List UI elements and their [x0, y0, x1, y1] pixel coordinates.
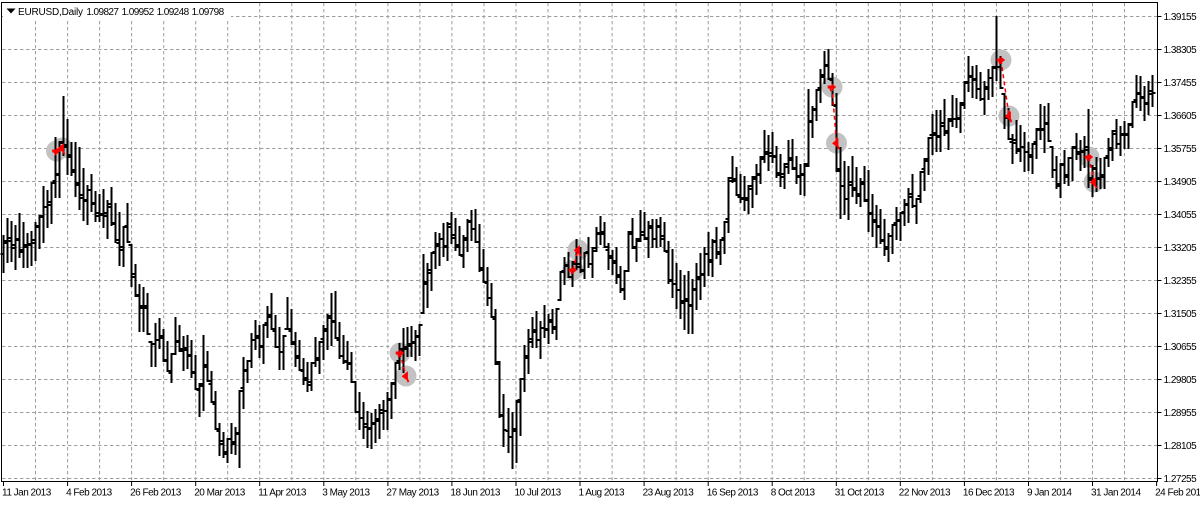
svg-text:23 Aug 2013: 23 Aug 2013 — [643, 488, 695, 499]
svg-text:1 Aug 2013: 1 Aug 2013 — [579, 488, 626, 499]
svg-text:22 Nov 2013: 22 Nov 2013 — [899, 488, 951, 499]
svg-text:1.09952: 1.09952 — [122, 7, 155, 18]
svg-text:9 Jan 2014: 9 Jan 2014 — [1027, 488, 1072, 499]
svg-text:1.28105: 1.28105 — [1164, 441, 1198, 452]
svg-text:1.28955: 1.28955 — [1164, 408, 1198, 419]
svg-text:1.35755: 1.35755 — [1164, 144, 1198, 155]
svg-text:1.27255: 1.27255 — [1164, 474, 1198, 485]
svg-text:1.09827: 1.09827 — [86, 7, 119, 18]
svg-text:1.36605: 1.36605 — [1164, 111, 1198, 122]
svg-text:1.34055: 1.34055 — [1164, 210, 1198, 221]
svg-text:3 May 2013: 3 May 2013 — [322, 488, 370, 499]
svg-text:EURUSD,Daily: EURUSD,Daily — [18, 7, 83, 18]
svg-text:20 Mar 2013: 20 Mar 2013 — [194, 488, 246, 499]
svg-text:10 Jul 2013: 10 Jul 2013 — [515, 488, 562, 499]
svg-text:11 Apr 2013: 11 Apr 2013 — [258, 488, 307, 499]
svg-text:1.39155: 1.39155 — [1164, 12, 1198, 23]
svg-text:11 Jan 2013: 11 Jan 2013 — [2, 488, 52, 499]
svg-text:1.09248: 1.09248 — [157, 7, 190, 18]
svg-text:1.09798: 1.09798 — [192, 7, 225, 18]
svg-text:18 Jun 2013: 18 Jun 2013 — [450, 488, 500, 499]
svg-text:8 Oct 2013: 8 Oct 2013 — [771, 488, 816, 499]
svg-text:16 Dec 2013: 16 Dec 2013 — [963, 488, 1015, 499]
svg-text:31 Oct 2013: 31 Oct 2013 — [835, 488, 885, 499]
svg-text:1.34905: 1.34905 — [1164, 177, 1198, 188]
svg-text:26 Feb 2013: 26 Feb 2013 — [130, 488, 182, 499]
svg-text:1.33205: 1.33205 — [1164, 243, 1198, 254]
svg-text:1.37455: 1.37455 — [1164, 78, 1198, 89]
svg-text:24 Feb 2014: 24 Feb 2014 — [1155, 488, 1200, 499]
svg-text:16 Sep 2013: 16 Sep 2013 — [707, 488, 759, 499]
svg-text:31 Jan 2014: 31 Jan 2014 — [1091, 488, 1141, 499]
svg-text:4 Feb 2013: 4 Feb 2013 — [66, 488, 113, 499]
svg-text:1.31505: 1.31505 — [1164, 309, 1198, 320]
svg-text:1.30655: 1.30655 — [1164, 342, 1198, 353]
svg-text:1.32355: 1.32355 — [1164, 276, 1198, 287]
svg-text:1.29805: 1.29805 — [1164, 375, 1198, 386]
svg-text:1.38305: 1.38305 — [1164, 45, 1198, 56]
svg-text:27 May 2013: 27 May 2013 — [386, 488, 439, 499]
